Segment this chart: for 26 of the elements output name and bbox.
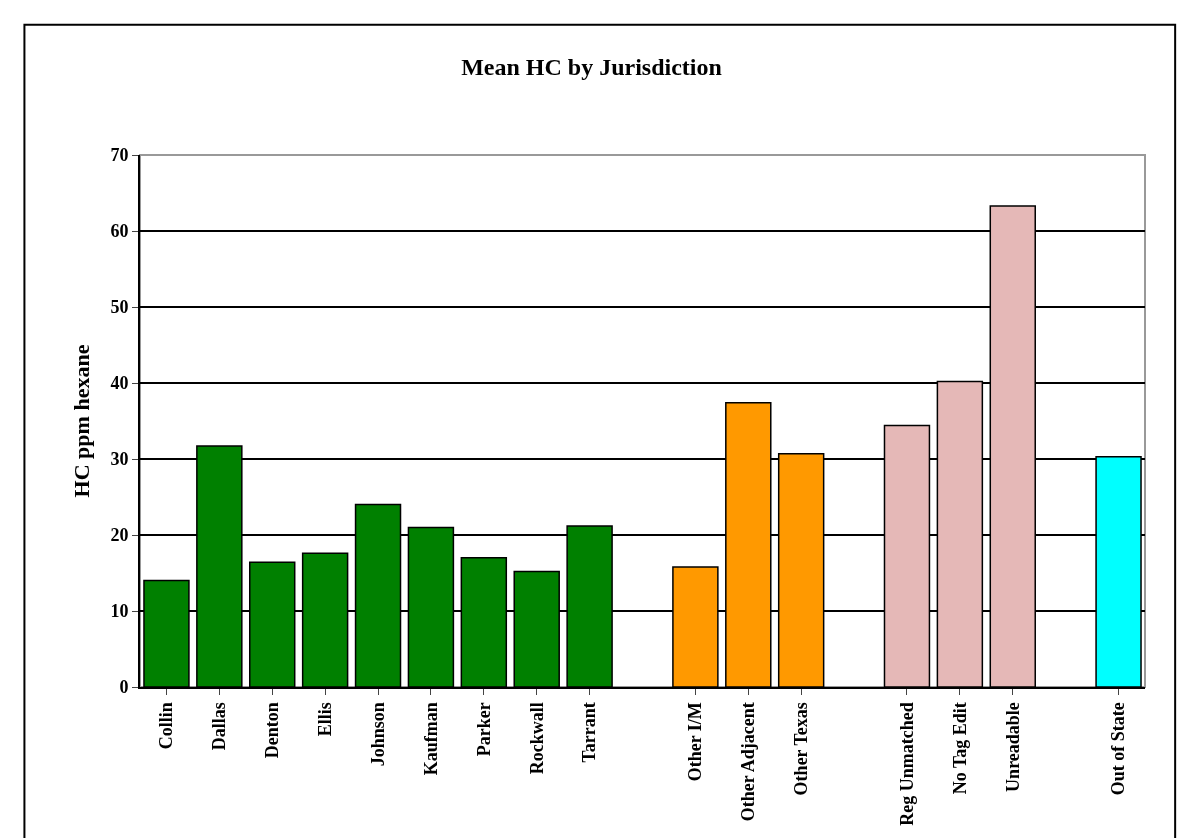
x-tick-label: Out of State <box>1108 702 1129 796</box>
y-tick-label: 60 <box>110 221 129 242</box>
y-axis-title: HC ppm hexane <box>68 344 94 498</box>
x-tick-label: Ellis <box>314 702 335 737</box>
x-tick-label: Johnson <box>367 702 388 767</box>
x-tick-label: Other Texas <box>791 702 812 796</box>
x-tick-label: Other Adjacent <box>738 702 759 822</box>
y-tick-label: 70 <box>110 145 129 166</box>
x-tick-label: Collin <box>156 702 177 750</box>
y-tick-label: 30 <box>110 449 129 470</box>
x-tick-label: Unreadable <box>1002 702 1023 792</box>
x-tick-label: Tarrant <box>579 702 600 763</box>
y-tick-label: 0 <box>119 677 129 698</box>
chart-title: Mean HC by Jurisdiction <box>461 54 722 81</box>
x-tick-label: No Tag Edit <box>949 702 970 795</box>
x-tick-label: Other I/M <box>685 702 706 782</box>
y-tick-label: 20 <box>110 525 129 546</box>
x-tick-label: Reg Unmatched <box>896 702 917 826</box>
x-tick-label: Kaufman <box>420 702 441 776</box>
x-tick-label: Rockwall <box>526 702 547 775</box>
x-tick-label: Dallas <box>209 702 230 751</box>
y-tick-label: 10 <box>110 601 129 622</box>
x-tick-label: Denton <box>262 702 283 759</box>
x-tick-label: Parker <box>473 702 494 757</box>
y-tick-label: 50 <box>110 297 129 318</box>
y-tick-label: 40 <box>110 373 129 394</box>
